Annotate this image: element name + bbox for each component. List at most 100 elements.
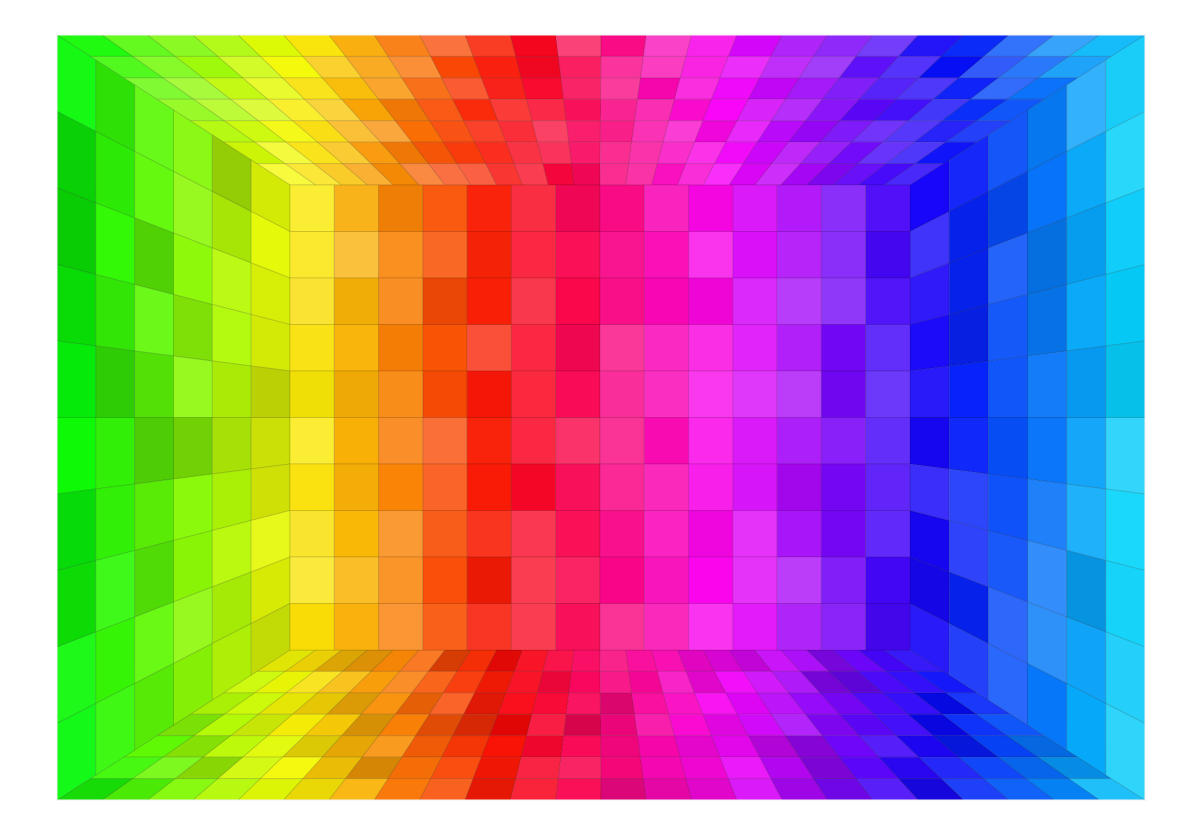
- ceiling-cube: [480, 77, 528, 100]
- back-wall-cube: [776, 324, 822, 372]
- floor-cube: [565, 692, 601, 715]
- back-wall-cube: [333, 277, 380, 325]
- back-wall-cube: [378, 231, 424, 279]
- back-wall-cube: [776, 231, 822, 279]
- right-wall-cube: [1027, 350, 1068, 418]
- back-wall-cube: [820, 231, 867, 279]
- left-wall-cube: [95, 345, 136, 418]
- right-wall-cube: [1027, 417, 1068, 485]
- left-wall-cube: [56, 187, 97, 276]
- back-wall-cube: [732, 463, 778, 511]
- back-wall-cube: [289, 603, 335, 651]
- back-wall-cube: [555, 510, 601, 558]
- back-wall-cube: [776, 463, 822, 511]
- left-wall-cube: [95, 417, 136, 490]
- left-wall-cube: [250, 313, 291, 372]
- back-wall-cube: [732, 324, 778, 372]
- back-wall-cube: [289, 556, 335, 604]
- floor-cube: [599, 713, 639, 737]
- back-wall-cube: [865, 324, 911, 372]
- left-wall-cube: [56, 340, 97, 418]
- ceiling-cube: [634, 98, 676, 122]
- back-wall-cube: [378, 417, 424, 465]
- back-wall-cube: [289, 277, 335, 325]
- back-wall-cube: [378, 510, 424, 558]
- back-wall-cube: [289, 324, 335, 372]
- left-wall-cube: [95, 273, 136, 352]
- back-wall-cube: [555, 417, 601, 465]
- floor-cube: [480, 735, 528, 758]
- floor-cube: [542, 649, 575, 672]
- right-wall-cube: [909, 365, 950, 418]
- back-wall-cube: [510, 510, 557, 558]
- floor-cube: [600, 778, 647, 801]
- back-wall-cube: [820, 370, 867, 418]
- back-wall-cube: [599, 463, 645, 511]
- back-wall-cube: [466, 603, 512, 651]
- back-wall-cube: [466, 417, 512, 465]
- left-wall-cube: [56, 417, 97, 495]
- ceiling-cube: [636, 77, 681, 100]
- back-wall-cube: [510, 417, 557, 465]
- back-wall-cube: [599, 277, 645, 325]
- back-wall-cube: [378, 184, 424, 232]
- floor-cube: [599, 649, 630, 672]
- back-wall-cube: [732, 556, 778, 604]
- back-wall-cube: [820, 277, 867, 325]
- back-wall-cube: [820, 556, 867, 604]
- back-wall-cube: [732, 231, 778, 279]
- back-wall-cube: [555, 556, 601, 604]
- right-wall-cube: [1105, 187, 1146, 276]
- back-wall-cube: [688, 603, 734, 651]
- back-wall-cube: [820, 324, 867, 372]
- back-wall-cube: [732, 603, 778, 651]
- back-wall-cube: [599, 370, 645, 418]
- left-wall-cube: [95, 202, 136, 286]
- floor-cube: [599, 692, 636, 715]
- right-wall-cube: [987, 473, 1028, 542]
- right-wall-cube: [909, 417, 950, 470]
- ceiling-cube: [525, 98, 567, 122]
- back-wall-cube: [466, 370, 512, 418]
- right-wall-cube: [1105, 263, 1146, 347]
- back-wall-cube: [865, 510, 911, 558]
- back-wall-cube: [776, 510, 822, 558]
- floor-cube: [600, 756, 644, 780]
- back-wall-cube: [289, 417, 335, 465]
- floor-cube: [520, 735, 565, 758]
- back-wall-cube: [555, 603, 601, 651]
- back-wall-cube: [422, 603, 468, 651]
- back-wall-cube: [865, 184, 911, 232]
- floor-cube: [639, 756, 687, 780]
- back-wall-cube: [510, 231, 557, 279]
- right-wall-cube: [1066, 345, 1107, 418]
- floor-cube: [557, 756, 602, 780]
- left-wall-cube: [211, 417, 252, 475]
- back-wall-cube: [378, 324, 424, 372]
- left-wall-cube: [173, 417, 213, 480]
- floor-cube: [563, 713, 602, 737]
- back-wall-cube: [422, 184, 468, 232]
- ceiling-cube: [515, 55, 562, 79]
- ceiling-cube: [631, 120, 670, 143]
- back-wall-cube: [688, 510, 734, 558]
- back-wall-cube: [732, 277, 778, 325]
- right-wall-cube: [948, 360, 989, 418]
- floor-cube: [509, 778, 559, 801]
- back-wall-cube: [422, 277, 468, 325]
- left-wall-cube: [173, 473, 213, 542]
- back-wall-cube: [688, 556, 734, 604]
- ceiling-cube: [565, 120, 601, 143]
- back-wall-cube: [333, 324, 380, 372]
- back-wall-cube: [688, 370, 734, 418]
- left-wall-cube: [173, 293, 213, 362]
- ceiling-cube: [531, 120, 570, 143]
- back-wall-cube: [422, 556, 468, 604]
- right-wall-cube: [1066, 273, 1107, 352]
- back-wall-cube: [555, 184, 601, 232]
- back-wall-cube: [333, 603, 380, 651]
- back-wall-cube: [599, 417, 645, 465]
- floor-cube: [642, 778, 693, 801]
- back-wall-cube: [732, 510, 778, 558]
